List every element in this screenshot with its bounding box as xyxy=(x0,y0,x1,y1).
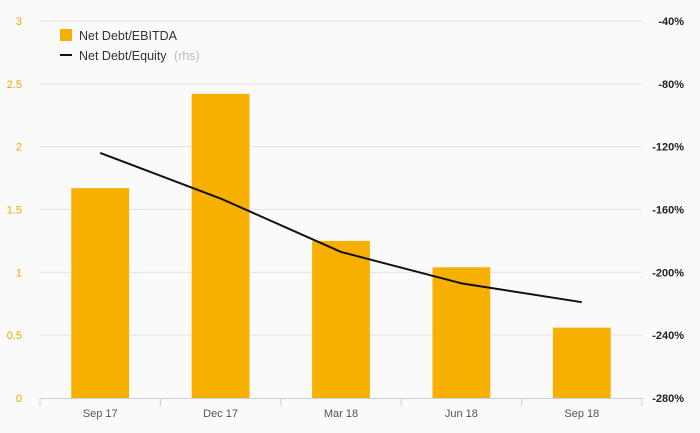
gridlines xyxy=(40,20,642,336)
axes: 0 0.5 1 1.5 2 2.5 3 -280% -240% -200% -160% -120% -8… xyxy=(7,16,685,420)
line-series xyxy=(99,152,582,304)
x-axis-tick-label: Sep 18 xyxy=(564,408,599,420)
x-axis-tick-label: Dec 17 xyxy=(203,408,238,420)
bar xyxy=(312,240,370,398)
bar xyxy=(191,93,250,399)
right-axis-tick-label: -200% xyxy=(652,267,684,279)
legend: Net Debt/EBITDA Net Debt/Equity (rhs) xyxy=(60,29,200,63)
right-axis-tick-label: -80% xyxy=(658,79,684,91)
right-axis-tick-label: -240% xyxy=(652,330,684,342)
right-axis-tick-label: -40% xyxy=(658,16,684,28)
left-axis-tick-label: 2.5 xyxy=(7,79,22,91)
left-axis-tick-label: 1.5 xyxy=(7,205,22,217)
right-axis-tick-label: -280% xyxy=(652,393,684,405)
legend-rhs-tag: (rhs) xyxy=(174,49,200,63)
left-axis-tick-label: 0.5 xyxy=(7,330,22,342)
bar-series xyxy=(71,93,611,399)
x-axis-tick-label: Mar 18 xyxy=(324,408,358,420)
legend-label-line: Net Debt/Equity (rhs) xyxy=(79,49,200,63)
x-axis-tick-label: Jun 18 xyxy=(445,408,478,420)
left-axis-tick-label: 0 xyxy=(16,393,22,405)
right-axis-tick-label: -120% xyxy=(652,142,684,154)
bar xyxy=(552,327,611,398)
left-axis-tick-label: 1 xyxy=(16,267,22,279)
left-axis-tick-label: 3 xyxy=(16,16,22,28)
legend-label-line-name: Net Debt/Equity xyxy=(79,49,167,63)
bar xyxy=(71,188,130,398)
legend-swatch-bar xyxy=(60,29,72,41)
left-axis-tick-label: 2 xyxy=(16,142,22,154)
legend-label-bar: Net Debt/EBITDA xyxy=(79,29,178,43)
bar xyxy=(432,267,491,398)
x-axis-tick-label: Sep 17 xyxy=(83,408,118,420)
right-axis-tick-label: -160% xyxy=(652,205,684,217)
